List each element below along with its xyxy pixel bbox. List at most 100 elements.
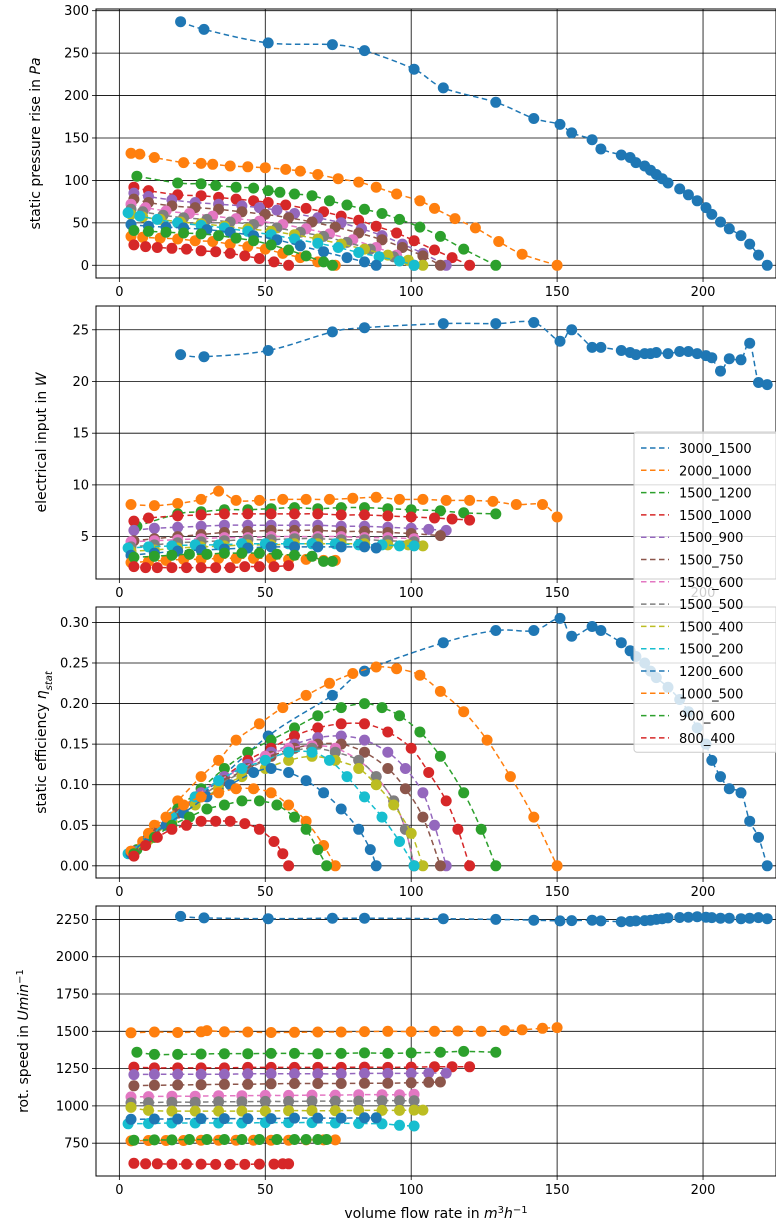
legend-label: 1500_750 [679, 554, 743, 569]
data-point [321, 1134, 333, 1145]
x-axis-label-part: 3 [498, 1205, 504, 1216]
data-point [399, 783, 411, 795]
data-point [449, 213, 461, 225]
legend-label: 1000_500 [679, 687, 743, 702]
data-point [326, 555, 338, 567]
data-point [674, 346, 686, 357]
data-point [236, 547, 248, 559]
data-point [370, 542, 382, 554]
y-tick-label: 20 [72, 375, 89, 390]
data-point [490, 508, 502, 520]
y-tick-label: 0.05 [60, 819, 89, 834]
legend-label: 2000_1000 [679, 464, 752, 479]
data-point [359, 665, 370, 677]
legend-label: 3000_1500 [679, 442, 752, 457]
data-point [128, 515, 140, 527]
data-point [271, 1134, 283, 1145]
y-axis-label-part: Umin [16, 984, 32, 1021]
series-fit-line [133, 799, 328, 867]
data-point [128, 1080, 140, 1092]
data-point [391, 188, 403, 200]
data-point [376, 1095, 388, 1107]
data-point [370, 1112, 382, 1124]
data-point [300, 775, 312, 787]
data-point [691, 195, 703, 207]
data-point [148, 1068, 160, 1080]
data-point [440, 795, 452, 807]
data-point [394, 710, 405, 722]
data-point [172, 1068, 184, 1080]
data-point [181, 1158, 192, 1170]
data-point [271, 799, 283, 811]
series-group [122, 16, 773, 271]
y-tick-label: 0.25 [60, 656, 89, 671]
x-tick-label: 150 [545, 1183, 570, 1198]
series-fit-line [133, 513, 470, 522]
data-point [213, 485, 225, 497]
data-point [408, 1120, 420, 1132]
data-point [335, 509, 347, 521]
data-point [382, 1077, 394, 1089]
x-tick-label: 50 [257, 885, 274, 900]
data-point [326, 39, 338, 51]
data-point [324, 677, 335, 689]
data-point [148, 1026, 160, 1038]
data-point [300, 689, 312, 701]
data-point [715, 771, 726, 783]
data-point [248, 783, 260, 795]
data-point [198, 351, 210, 363]
data-point [239, 818, 251, 830]
data-point [359, 718, 370, 730]
data-point [434, 230, 446, 242]
data-point [160, 811, 172, 823]
data-point [370, 220, 382, 232]
data-point [201, 1025, 213, 1037]
data-point [753, 831, 764, 843]
series-group [122, 910, 773, 1170]
data-point [277, 848, 289, 860]
data-point [353, 763, 365, 774]
legend-label: 1500_500 [679, 598, 743, 613]
data-point [274, 186, 286, 198]
data-point [172, 1027, 184, 1038]
data-point [213, 1105, 225, 1117]
series-fit-line [133, 1081, 441, 1087]
data-point [213, 230, 225, 242]
series-fit-line [133, 735, 447, 867]
data-point [423, 1076, 435, 1088]
data-point [405, 511, 417, 523]
data-point [195, 1048, 207, 1060]
data-point [262, 197, 274, 208]
data-point [537, 499, 548, 510]
data-point [312, 237, 324, 249]
data-point [417, 1104, 429, 1116]
data-point [128, 551, 140, 563]
data-point [312, 541, 324, 553]
data-point [312, 169, 324, 180]
data-point [510, 499, 522, 510]
data-point [761, 259, 773, 271]
data-point [423, 767, 435, 778]
data-point [312, 1112, 324, 1124]
data-point [218, 1068, 230, 1080]
y-axis-label-part: electrical input in [34, 386, 50, 512]
y-axis-label-part: static pressure rise in [28, 75, 44, 230]
data-point [143, 1097, 154, 1109]
data-point [394, 493, 405, 505]
data-point [359, 1077, 370, 1089]
data-point [210, 815, 222, 827]
data-point [341, 252, 353, 264]
data-point [218, 1113, 230, 1125]
data-point [306, 746, 318, 758]
data-point [490, 1046, 502, 1058]
data-point [414, 726, 426, 738]
data-point [335, 1026, 347, 1038]
data-point [353, 1104, 365, 1116]
data-point [151, 242, 163, 253]
data-point [405, 742, 417, 754]
data-point [280, 199, 292, 211]
data-point [429, 1025, 440, 1037]
data-point [630, 157, 642, 169]
data-point [359, 1047, 370, 1059]
